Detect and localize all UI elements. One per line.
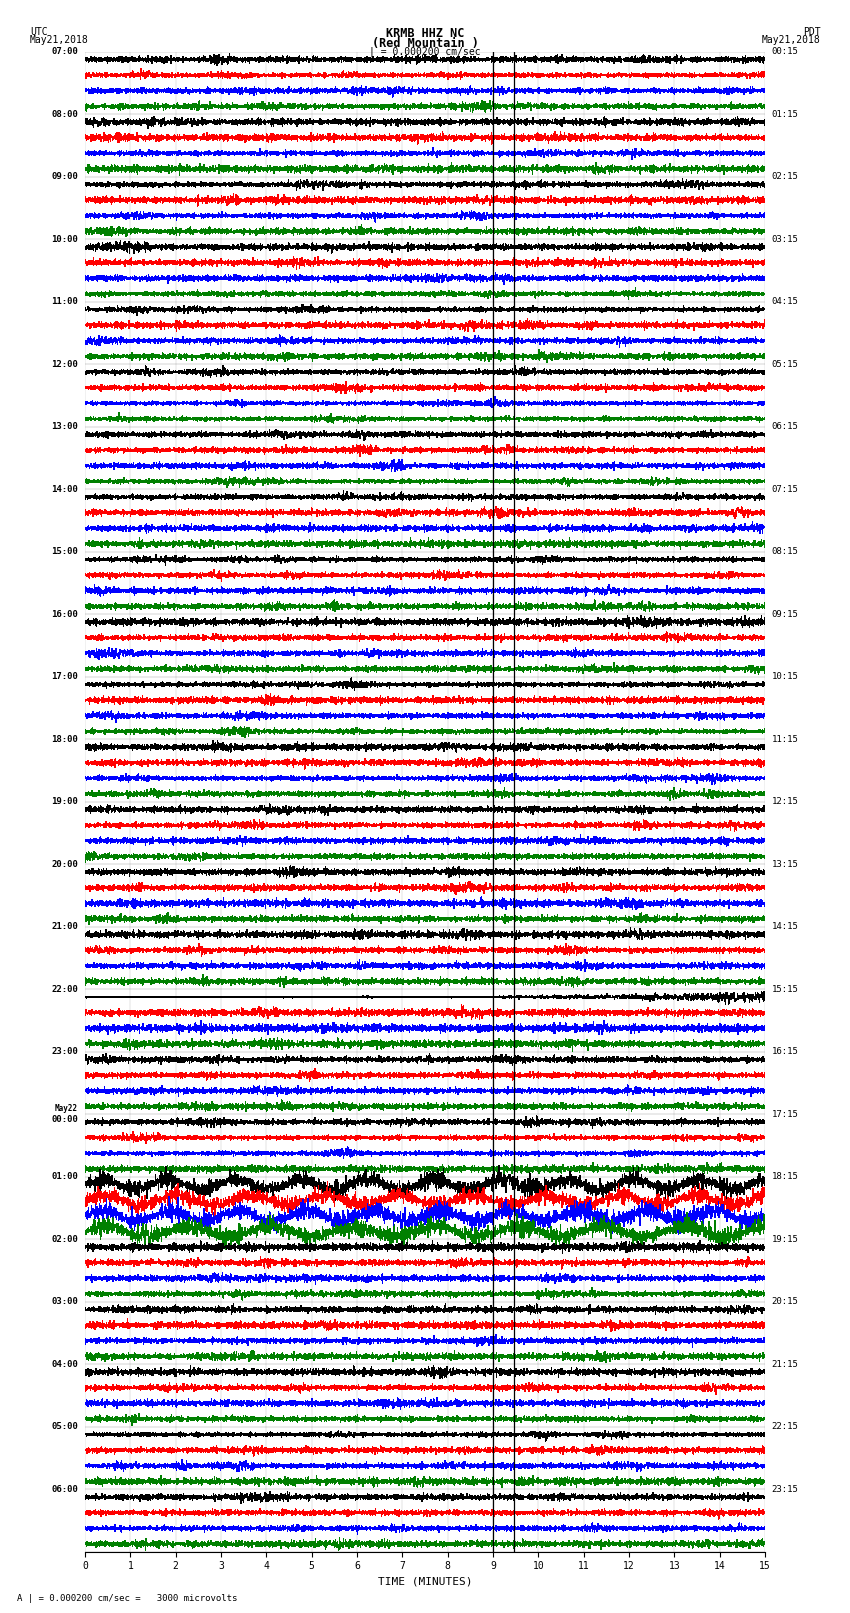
Text: 06:15: 06:15 xyxy=(772,423,799,431)
Text: 13:00: 13:00 xyxy=(51,423,78,431)
Text: 07:15: 07:15 xyxy=(772,484,799,494)
Text: 17:15: 17:15 xyxy=(772,1110,799,1119)
Text: UTC: UTC xyxy=(30,27,48,37)
Text: 05:15: 05:15 xyxy=(772,360,799,369)
Text: 02:00: 02:00 xyxy=(51,1234,78,1244)
Text: 16:00: 16:00 xyxy=(51,610,78,619)
Text: 18:00: 18:00 xyxy=(51,734,78,744)
Text: KRMB HHZ NC: KRMB HHZ NC xyxy=(386,27,464,40)
Text: 08:15: 08:15 xyxy=(772,547,799,556)
Text: 22:00: 22:00 xyxy=(51,984,78,994)
Text: 01:15: 01:15 xyxy=(772,110,799,119)
Text: 07:00: 07:00 xyxy=(51,47,78,56)
Text: 16:15: 16:15 xyxy=(772,1047,799,1057)
Text: 12:15: 12:15 xyxy=(772,797,799,806)
Text: 08:00: 08:00 xyxy=(51,110,78,119)
Text: 09:15: 09:15 xyxy=(772,610,799,619)
Text: | = 0.000200 cm/sec: | = 0.000200 cm/sec xyxy=(369,47,481,58)
Text: 12:00: 12:00 xyxy=(51,360,78,369)
Text: 04:15: 04:15 xyxy=(772,297,799,306)
Text: 00:15: 00:15 xyxy=(772,47,799,56)
Text: 23:15: 23:15 xyxy=(772,1484,799,1494)
Text: 11:00: 11:00 xyxy=(51,297,78,306)
Text: 03:00: 03:00 xyxy=(51,1297,78,1307)
Text: 11:15: 11:15 xyxy=(772,734,799,744)
Text: 14:15: 14:15 xyxy=(772,923,799,931)
Text: 19:15: 19:15 xyxy=(772,1234,799,1244)
Text: 14:00: 14:00 xyxy=(51,484,78,494)
Text: 17:00: 17:00 xyxy=(51,673,78,681)
Text: PDT: PDT xyxy=(802,27,820,37)
Text: A | = 0.000200 cm/sec =   3000 microvolts: A | = 0.000200 cm/sec = 3000 microvolts xyxy=(17,1594,237,1603)
Text: 13:15: 13:15 xyxy=(772,860,799,869)
Text: 10:15: 10:15 xyxy=(772,673,799,681)
Text: 05:00: 05:00 xyxy=(51,1423,78,1431)
Text: May21,2018: May21,2018 xyxy=(762,35,820,45)
Text: 22:15: 22:15 xyxy=(772,1423,799,1431)
Text: 23:00: 23:00 xyxy=(51,1047,78,1057)
Text: 18:15: 18:15 xyxy=(772,1173,799,1181)
Text: 00:00: 00:00 xyxy=(51,1116,78,1124)
Text: 04:00: 04:00 xyxy=(51,1360,78,1369)
Text: 09:00: 09:00 xyxy=(51,173,78,181)
Text: 03:15: 03:15 xyxy=(772,234,799,244)
Text: 01:00: 01:00 xyxy=(51,1173,78,1181)
Text: 10:00: 10:00 xyxy=(51,234,78,244)
Text: 21:00: 21:00 xyxy=(51,923,78,931)
Text: (Red Mountain ): (Red Mountain ) xyxy=(371,37,479,50)
Text: 06:00: 06:00 xyxy=(51,1484,78,1494)
Text: 20:00: 20:00 xyxy=(51,860,78,869)
X-axis label: TIME (MINUTES): TIME (MINUTES) xyxy=(377,1578,473,1587)
Text: 19:00: 19:00 xyxy=(51,797,78,806)
Text: 21:15: 21:15 xyxy=(772,1360,799,1369)
Text: 02:15: 02:15 xyxy=(772,173,799,181)
Text: 15:00: 15:00 xyxy=(51,547,78,556)
Text: 20:15: 20:15 xyxy=(772,1297,799,1307)
Text: May22: May22 xyxy=(55,1103,78,1113)
Text: 15:15: 15:15 xyxy=(772,984,799,994)
Text: May21,2018: May21,2018 xyxy=(30,35,88,45)
